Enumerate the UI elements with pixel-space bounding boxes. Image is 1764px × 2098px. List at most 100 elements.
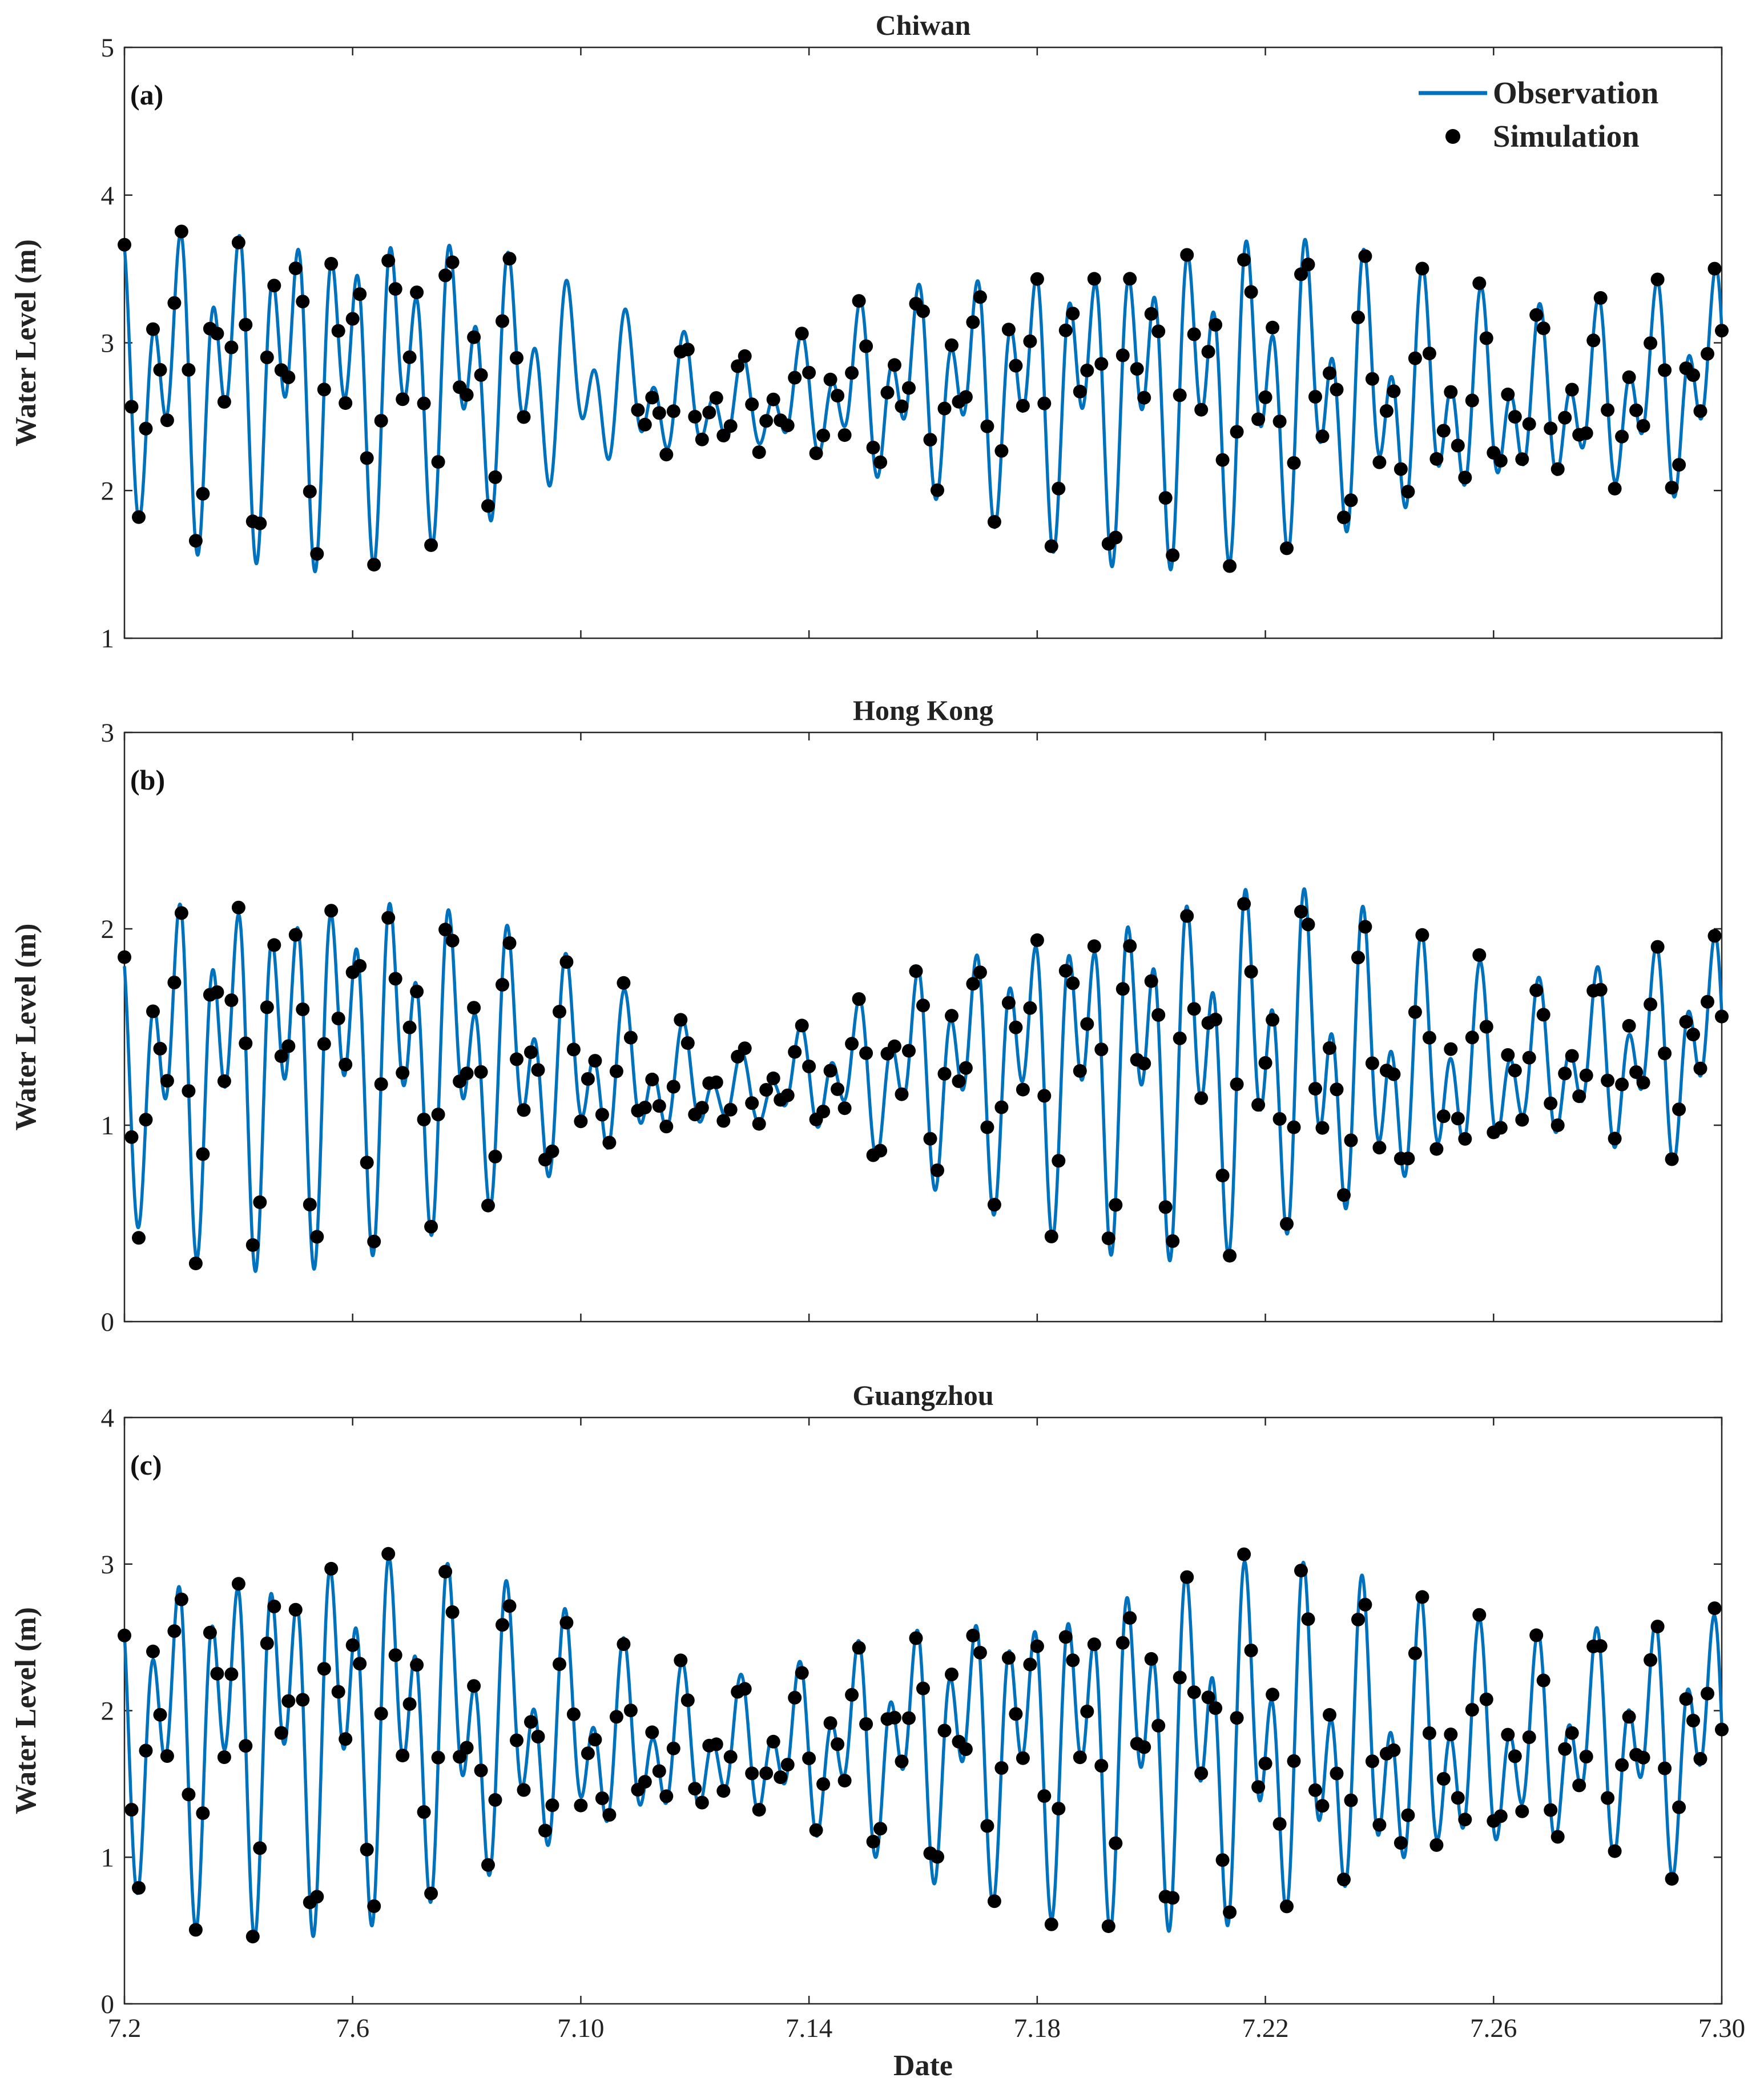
simulation-point: [1387, 384, 1401, 398]
simulation-point: [980, 419, 994, 433]
simulation-point: [816, 428, 831, 442]
simulation-point: [1058, 964, 1073, 978]
simulation-point: [638, 417, 652, 432]
simulation-point: [695, 1795, 709, 1810]
simulation-point: [1508, 410, 1522, 424]
simulation-point: [374, 1077, 388, 1091]
simulation-point: [1301, 257, 1315, 272]
simulation-point: [239, 1739, 253, 1753]
simulation-point: [1493, 454, 1508, 468]
simulation-point: [1180, 248, 1194, 262]
simulation-point: [281, 1039, 296, 1053]
simulation-point: [1037, 1089, 1052, 1103]
simulation-point: [1009, 359, 1023, 373]
legend-observation-label: Observation: [1493, 75, 1658, 110]
simulation-point: [645, 390, 659, 405]
simulation-point: [374, 414, 388, 428]
simulation-point: [1266, 1013, 1280, 1027]
simulation-point: [617, 976, 631, 990]
simulation-point: [1365, 372, 1379, 386]
simulation-point: [588, 1054, 602, 1068]
simulation-point: [1479, 1692, 1493, 1706]
simulation-point: [1422, 1726, 1436, 1740]
simulation-point: [245, 1238, 260, 1252]
y-tick-label: 3: [101, 1550, 115, 1580]
simulation-point: [1280, 1217, 1294, 1231]
simulation-point: [780, 418, 795, 433]
simulation-point: [431, 1108, 445, 1122]
simulation-point: [1215, 1169, 1230, 1183]
simulation-point: [424, 1219, 438, 1234]
simulation-point: [1508, 1064, 1522, 1078]
simulation-point: [410, 984, 424, 998]
simulation-point: [1536, 1008, 1550, 1022]
simulation-point: [1536, 1673, 1550, 1688]
simulation-point: [1266, 320, 1280, 335]
simulation-point: [224, 340, 239, 355]
simulation-point: [360, 451, 374, 465]
simulation-point: [460, 1066, 474, 1081]
simulation-point: [1287, 456, 1301, 470]
simulation-point: [1451, 1791, 1465, 1805]
simulation-point: [1052, 1154, 1066, 1168]
simulation-point: [802, 1751, 816, 1765]
simulation-point: [1244, 1644, 1258, 1657]
simulation-point: [859, 339, 873, 353]
simulation-point: [1522, 1050, 1536, 1065]
simulation-point: [1601, 1791, 1615, 1805]
simulation-point: [1194, 1091, 1209, 1105]
simulation-point: [118, 1628, 131, 1642]
simulation-point: [1330, 1766, 1344, 1781]
simulation-point: [396, 1749, 410, 1763]
simulation-point: [1073, 384, 1087, 398]
simulation-point: [945, 1009, 958, 1023]
simulation-point: [909, 1631, 923, 1645]
simulation-point: [916, 1681, 930, 1696]
simulation-point: [1223, 1905, 1237, 1919]
simulation-point: [709, 1737, 723, 1751]
simulation-point: [1301, 1612, 1315, 1626]
x-tick-label: 7.6: [336, 2014, 369, 2043]
simulation-point: [702, 405, 716, 420]
simulation-point: [859, 1046, 873, 1060]
simulation-point: [1458, 1813, 1472, 1827]
simulation-point: [1023, 1001, 1037, 1015]
simulation-point: [759, 1766, 774, 1781]
y-tick-label: 3: [101, 718, 115, 748]
simulation-point: [645, 1725, 659, 1739]
simulation-point: [674, 1653, 688, 1668]
simulation-point: [1209, 1012, 1223, 1026]
x-tick-label: 7.10: [557, 2014, 604, 2043]
simulation-point: [816, 1777, 831, 1791]
simulation-point: [1287, 1120, 1301, 1134]
simulation-point: [823, 1064, 837, 1078]
simulation-point: [1401, 1808, 1415, 1822]
simulation-point: [1258, 1757, 1272, 1771]
simulation-point: [417, 1805, 431, 1819]
simulation-point: [1244, 965, 1258, 979]
simulation-point: [852, 294, 866, 308]
simulation-point: [502, 1599, 517, 1613]
simulation-point: [952, 1074, 966, 1088]
simulation-point: [666, 404, 680, 418]
simulation-point: [1436, 1772, 1451, 1786]
simulation-point: [559, 955, 574, 969]
simulation-point: [467, 1001, 481, 1015]
simulation-point: [595, 1108, 609, 1122]
simulation-point: [296, 1693, 310, 1707]
simulation-point: [695, 432, 709, 446]
simulation-series-markers: [118, 224, 1729, 573]
simulation-point: [196, 1806, 210, 1821]
simulation-point: [496, 1618, 509, 1632]
simulation-point: [1315, 1799, 1330, 1813]
simulation-point: [1472, 276, 1487, 291]
simulation-point: [788, 1045, 802, 1059]
simulation-point: [802, 1060, 816, 1073]
simulation-point: [1372, 1818, 1387, 1832]
simulation-point: [1009, 1020, 1023, 1034]
simulation-point: [260, 1636, 274, 1650]
simulation-point: [1194, 1766, 1209, 1781]
simulation-point: [652, 406, 666, 420]
simulation-point: [1194, 402, 1209, 417]
simulation-point: [196, 1147, 210, 1161]
